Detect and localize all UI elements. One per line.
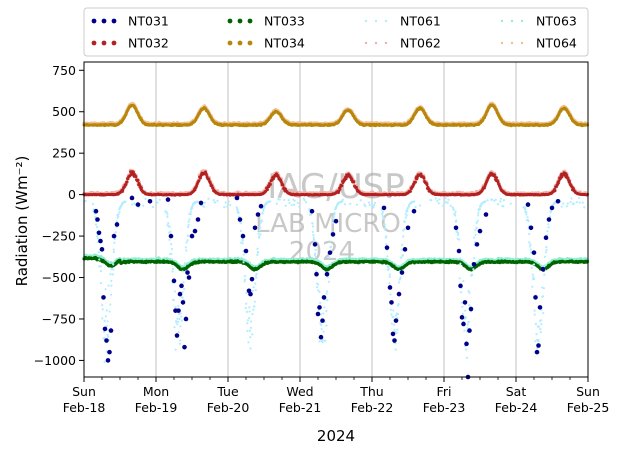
point — [281, 183, 285, 187]
point — [125, 180, 129, 184]
legend-marker — [111, 18, 117, 24]
legend-marker — [364, 41, 368, 45]
point — [495, 176, 498, 180]
legend-marker — [111, 40, 117, 46]
legend-marker — [374, 19, 378, 23]
point — [553, 189, 557, 193]
legend-marker — [364, 19, 368, 23]
legend-marker — [384, 41, 388, 45]
legend-marker — [247, 18, 253, 24]
legend-marker — [384, 19, 388, 23]
series-layer — [82, 101, 590, 380]
point — [414, 180, 417, 184]
grid-lines — [155, 62, 517, 377]
legend-marker — [520, 19, 524, 23]
series-nt034 — [82, 103, 589, 128]
legend-entry-nt064: NT064 — [536, 36, 577, 51]
legend-marker — [500, 19, 504, 23]
legend-entry-nt062: NT062 — [400, 36, 441, 51]
point — [340, 184, 344, 188]
point — [415, 177, 419, 181]
legend-marker — [227, 40, 233, 46]
legend-entry-nt034: NT034 — [264, 36, 305, 51]
legend-marker — [247, 40, 253, 46]
legend-marker — [510, 41, 514, 45]
legend-marker — [91, 18, 97, 24]
legend-entry-nt061: NT061 — [400, 14, 441, 29]
point — [266, 188, 269, 191]
legend-entry-nt063: NT063 — [536, 14, 577, 29]
legend-marker — [101, 40, 107, 46]
legend-marker — [237, 18, 243, 24]
point — [134, 175, 138, 179]
watermark-line2: LAB MICRO — [255, 209, 401, 239]
watermark: IAG/USP LAB MICRO 2024 — [255, 167, 405, 267]
point — [422, 177, 426, 180]
legend-marker — [91, 40, 97, 46]
legend-frame — [83, 7, 589, 57]
point — [197, 179, 201, 183]
point — [269, 183, 272, 186]
legend: NT031 NT032 NT033 NT034 NT061 NT062 NT063 NT064 — [83, 7, 589, 57]
point — [338, 187, 342, 191]
point — [409, 190, 412, 193]
legend-marker — [101, 18, 107, 24]
legend-marker — [374, 41, 378, 45]
legend-marker — [520, 41, 524, 45]
watermark-line1: IAG/USP — [267, 167, 404, 207]
legend-entry-nt031: NT031 — [128, 14, 169, 29]
legend-marker — [227, 18, 233, 24]
legend-entry-nt032: NT032 — [128, 36, 169, 51]
legend-marker — [500, 41, 504, 45]
point — [352, 180, 356, 184]
point — [140, 186, 143, 190]
point — [136, 178, 140, 182]
legend-entry-nt033: NT033 — [264, 14, 305, 29]
legend-marker — [510, 19, 514, 23]
legend-marker — [237, 40, 243, 46]
